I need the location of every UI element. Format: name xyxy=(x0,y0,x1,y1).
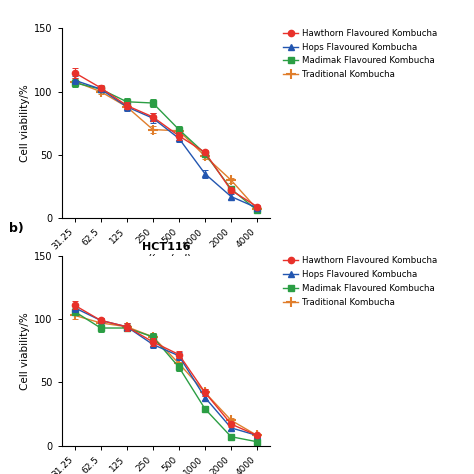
Madimak Flavoured Kombucha xyxy=(202,406,208,412)
Traditional Kombucha xyxy=(176,361,182,366)
Hops Flavoured Kombucha xyxy=(176,136,182,141)
Hops Flavoured Kombucha xyxy=(98,86,103,92)
Y-axis label: Cell viability/%: Cell viability/% xyxy=(20,84,30,162)
Hawthorn Flavoured Kombucha xyxy=(98,85,103,91)
Line: Madimak Flavoured Kombucha: Madimak Flavoured Kombucha xyxy=(72,80,260,214)
Madimak Flavoured Kombucha xyxy=(202,151,208,156)
Hops Flavoured Kombucha xyxy=(124,104,129,109)
Madimak Flavoured Kombucha xyxy=(72,80,78,86)
Line: Hawthorn Flavoured Kombucha: Hawthorn Flavoured Kombucha xyxy=(72,70,260,210)
Line: Hops Flavoured Kombucha: Hops Flavoured Kombucha xyxy=(72,77,260,211)
Traditional Kombucha xyxy=(228,177,234,183)
Traditional Kombucha xyxy=(254,433,260,438)
Traditional Kombucha xyxy=(202,390,208,395)
Madimak Flavoured Kombucha xyxy=(98,325,103,331)
Hops Flavoured Kombucha xyxy=(124,324,129,329)
Traditional Kombucha xyxy=(124,104,129,109)
Traditional Kombucha xyxy=(228,418,234,423)
Traditional Kombucha xyxy=(98,320,103,326)
Hawthorn Flavoured Kombucha xyxy=(98,318,103,323)
Hops Flavoured Kombucha xyxy=(98,318,103,323)
Hops Flavoured Kombucha xyxy=(202,171,208,177)
Hops Flavoured Kombucha xyxy=(254,433,260,438)
Hawthorn Flavoured Kombucha xyxy=(72,302,78,308)
Hawthorn Flavoured Kombucha xyxy=(124,103,129,109)
Line: Traditional Kombucha: Traditional Kombucha xyxy=(70,310,262,440)
Hops Flavoured Kombucha xyxy=(72,305,78,310)
Madimak Flavoured Kombucha xyxy=(254,439,260,445)
Traditional Kombucha xyxy=(176,128,182,134)
Hawthorn Flavoured Kombucha xyxy=(254,204,260,210)
Line: Madimak Flavoured Kombucha: Madimak Flavoured Kombucha xyxy=(72,309,260,445)
Hops Flavoured Kombucha xyxy=(254,205,260,211)
Traditional Kombucha xyxy=(202,153,208,159)
Hops Flavoured Kombucha xyxy=(72,77,78,83)
Traditional Kombucha xyxy=(72,312,78,318)
Legend: Hawthorn Flavoured Kombucha, Hops Flavoured Kombucha, Madimak Flavoured Kombucha: Hawthorn Flavoured Kombucha, Hops Flavou… xyxy=(283,29,437,79)
Hawthorn Flavoured Kombucha xyxy=(150,339,155,345)
Madimak Flavoured Kombucha xyxy=(254,208,260,213)
Hawthorn Flavoured Kombucha xyxy=(202,149,208,155)
Traditional Kombucha xyxy=(150,334,155,340)
Title: HCT116: HCT116 xyxy=(142,242,190,252)
Traditional Kombucha xyxy=(254,206,260,212)
Traditional Kombucha xyxy=(72,79,78,84)
Hawthorn Flavoured Kombucha xyxy=(228,421,234,427)
Hops Flavoured Kombucha xyxy=(202,395,208,401)
Traditional Kombucha xyxy=(150,127,155,132)
Hops Flavoured Kombucha xyxy=(150,342,155,347)
Traditional Kombucha xyxy=(98,89,103,94)
Hawthorn Flavoured Kombucha xyxy=(72,70,78,75)
Madimak Flavoured Kombucha xyxy=(98,86,103,92)
Madimak Flavoured Kombucha xyxy=(124,325,129,331)
Madimak Flavoured Kombucha xyxy=(228,186,234,192)
Line: Traditional Kombucha: Traditional Kombucha xyxy=(70,77,262,214)
Legend: Hawthorn Flavoured Kombucha, Hops Flavoured Kombucha, Madimak Flavoured Kombucha: Hawthorn Flavoured Kombucha, Hops Flavou… xyxy=(283,256,437,307)
X-axis label: γ/(μg/ml): γ/(μg/ml) xyxy=(140,255,191,264)
Y-axis label: Cell viability/%: Cell viability/% xyxy=(20,312,30,390)
Madimak Flavoured Kombucha xyxy=(176,127,182,132)
Hops Flavoured Kombucha xyxy=(150,115,155,121)
Madimak Flavoured Kombucha xyxy=(176,365,182,370)
Line: Hawthorn Flavoured Kombucha: Hawthorn Flavoured Kombucha xyxy=(72,302,260,438)
Hawthorn Flavoured Kombucha xyxy=(176,352,182,357)
Madimak Flavoured Kombucha xyxy=(72,309,78,314)
Line: Hops Flavoured Kombucha: Hops Flavoured Kombucha xyxy=(72,305,260,438)
Hops Flavoured Kombucha xyxy=(228,425,234,431)
Hawthorn Flavoured Kombucha xyxy=(202,390,208,395)
Text: b): b) xyxy=(9,222,24,235)
Hops Flavoured Kombucha xyxy=(228,194,234,200)
Hops Flavoured Kombucha xyxy=(176,353,182,359)
Traditional Kombucha xyxy=(124,324,129,329)
Hawthorn Flavoured Kombucha xyxy=(176,133,182,139)
Hawthorn Flavoured Kombucha xyxy=(228,187,234,193)
Madimak Flavoured Kombucha xyxy=(228,434,234,439)
Hawthorn Flavoured Kombucha xyxy=(150,114,155,120)
Hawthorn Flavoured Kombucha xyxy=(124,324,129,329)
Madimak Flavoured Kombucha xyxy=(150,100,155,106)
Madimak Flavoured Kombucha xyxy=(150,334,155,340)
Madimak Flavoured Kombucha xyxy=(124,99,129,105)
Hawthorn Flavoured Kombucha xyxy=(254,433,260,438)
